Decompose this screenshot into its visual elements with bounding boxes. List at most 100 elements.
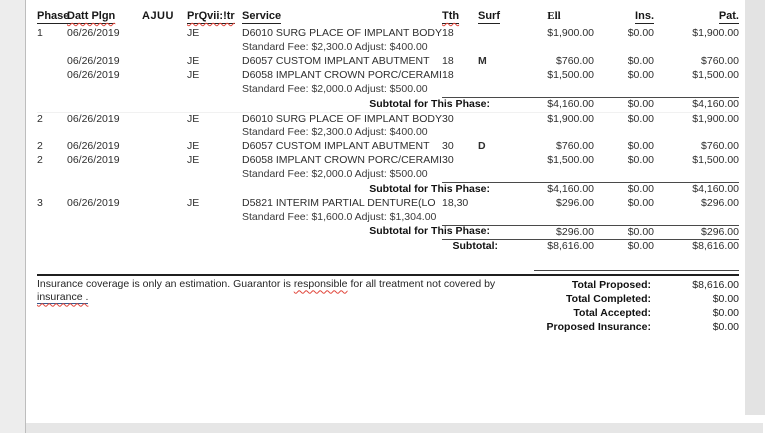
cell-phase: [37, 69, 67, 83]
cell-surface: M: [478, 55, 487, 67]
cell-insurance: $0.00: [627, 55, 654, 67]
phase-subtotal-fee: $4,160.00: [514, 97, 594, 112]
col-header-date-plan-label: Datt Plgn: [67, 10, 116, 24]
cell-provider: JE: [187, 112, 200, 125]
phase-subtotal-label: Subtotal for This Phase:: [369, 225, 490, 237]
cell-phase: 1: [37, 27, 43, 39]
cell-phase: 2: [37, 112, 43, 125]
grand-subtotal-row: Subtotal: $8,616.00 $0.00 $8,616.00: [37, 239, 739, 254]
cell-service: D5821 INTERIM PARTIAL DENTURE(LO: [242, 196, 436, 209]
phase-subtotal-row: Subtotal for This Phase: $4,160.00 $0.00…: [37, 182, 739, 197]
cell-service: D6057 CUSTOM IMPLANT ABUTMENT: [242, 55, 430, 67]
phase-subtotal-label: Subtotal for This Phase:: [369, 182, 490, 195]
cell-standard-fee-note: Standard Fee: $2,300.0 Adjust: $400.00: [242, 126, 428, 138]
grand-subtotal-fee: $8,616.00: [514, 239, 594, 254]
totals-separator-line: [534, 269, 739, 271]
table-row: 2 06/26/2019 JE D6057 CUSTOM IMPLANT ABU…: [37, 140, 739, 154]
cell-empty: [478, 97, 514, 112]
cell-provider: JE: [187, 154, 200, 166]
cell-fee: $1,900.00: [547, 27, 594, 39]
cell-insurance: $0.00: [627, 154, 654, 166]
header-annotation-ajuu-label: AJUU: [142, 10, 174, 22]
cell-surface: [478, 197, 514, 211]
cell-insurance: $0.00: [627, 196, 654, 209]
left-page-gutter: [0, 0, 26, 433]
total-completed-value: $0.00: [712, 292, 739, 305]
phase-subtotal-patient: $4,160.00: [654, 97, 739, 112]
phase-subtotal-insurance: $0.00: [594, 224, 654, 239]
phase-subtotal-patient: $296.00: [654, 224, 739, 239]
col-header-insurance: Ins.: [594, 10, 654, 27]
col-header-tooth: Tth: [442, 10, 478, 27]
cell-surface: [478, 69, 514, 83]
cell-surface: [478, 112, 514, 126]
phase-subtotal-fee: $4,160.00: [514, 182, 594, 197]
table-note-row: Standard Fee: $2,300.0 Adjust: $400.00: [37, 41, 739, 55]
table-header-row: Phase Datt Plgn AJUU PrQvii:!tr Service …: [37, 10, 739, 27]
cell-phase: 3: [37, 196, 43, 209]
cell-empty: [37, 211, 242, 225]
cell-patient: $1,900.00: [692, 27, 739, 39]
cell-empty: [37, 126, 242, 140]
treatment-plan-page: Phase Datt Plgn AJUU PrQvii:!tr Service …: [27, 0, 745, 423]
proposed-insurance-value: $0.00: [712, 320, 739, 333]
cell-provider: JE: [187, 196, 200, 209]
cell-insurance: $0.00: [627, 112, 654, 125]
grand-subtotal-patient: $8,616.00: [654, 239, 739, 254]
col-header-patient: Pat.: [654, 10, 739, 27]
disclaimer-insurance-word: insurance .: [37, 290, 89, 304]
table-row: 3 06/26/2019 JE D5821 INTERIM PARTIAL DE…: [37, 197, 739, 211]
total-proposed-row: Total Proposed: $8,616.00: [529, 278, 739, 292]
cell-ajuu-empty: [142, 27, 187, 41]
phase-subtotal-row: Subtotal for This Phase: $4,160.00 $0.00…: [37, 97, 739, 112]
phase-subtotal-insurance: $0.00: [594, 182, 654, 197]
disclaimer-misspelled-word: responsible: [293, 277, 348, 290]
cell-patient: $760.00: [701, 140, 739, 152]
cell-date: 06/26/2019: [67, 140, 120, 152]
cell-standard-fee-note: Standard Fee: $2,300.0 Adjust: $400.00: [242, 41, 428, 53]
phase-subtotal-label-cell: Subtotal for This Phase:: [37, 225, 490, 239]
total-accepted-label: Total Accepted:: [573, 306, 651, 319]
col-header-provider: PrQvii:!tr: [187, 10, 242, 27]
cell-tooth: 30: [442, 112, 454, 125]
cell-fee: $760.00: [556, 55, 594, 67]
table-row: 2 06/26/2019 JE D6058 IMPLANT CROWN PORC…: [37, 154, 739, 168]
cell-fee: $760.00: [556, 140, 594, 152]
cell-ajuu-empty: [142, 112, 187, 126]
disclaimer-text: for all treatment not covered by: [350, 277, 496, 290]
col-header-phase: Phase: [37, 10, 70, 27]
total-completed-label: Total Completed:: [566, 292, 651, 305]
cell-provider: JE: [187, 140, 200, 152]
cell-empty: [478, 239, 514, 254]
phase-subtotal-label-cell: Subtotal for This Phase:: [37, 98, 490, 112]
cell-empty: [442, 224, 478, 239]
total-accepted-row: Total Accepted: $0.00: [529, 306, 739, 320]
grand-subtotal-label-cell: Subtotal:: [37, 240, 499, 254]
spacer-row: [37, 111, 739, 113]
cell-ajuu-empty: [142, 69, 187, 83]
cell-service: D6058 IMPLANT CROWN PORC/CERAMI: [242, 154, 442, 166]
cell-empty: [478, 182, 514, 197]
cell-service: D6010 SURG PLACE OF IMPLANT BODY: [242, 27, 442, 39]
cell-ajuu-empty: [142, 197, 187, 211]
footer-separator-line: [37, 273, 739, 276]
cell-ajuu-empty: [142, 55, 187, 69]
total-proposed-value: $8,616.00: [692, 278, 739, 291]
cell-date: 06/26/2019: [67, 27, 120, 39]
cell-tooth: 30: [442, 140, 454, 152]
cell-date: 06/26/2019: [67, 69, 120, 81]
proposed-insurance-row: Proposed Insurance: $0.00: [529, 320, 739, 334]
cell-insurance: $0.00: [627, 69, 654, 81]
cell-standard-fee-note: Standard Fee: $2,000.0 Adjust: $500.00: [242, 168, 428, 180]
table-row: 06/26/2019 JE D6057 CUSTOM IMPLANT ABUTM…: [37, 55, 739, 69]
report-footer: Insurance coverage is only an estimation…: [37, 269, 739, 334]
cell-fee: $1,900.00: [547, 112, 594, 125]
cell-standard-fee-note: Standard Fee: $1,600.0 Adjust: $1,304.00: [242, 210, 437, 223]
phase-subtotal-insurance: $0.00: [594, 97, 654, 112]
col-header-provider-label: PrQvii:!tr: [187, 10, 235, 24]
total-proposed-label: Total Proposed:: [571, 278, 651, 291]
cell-provider: JE: [187, 55, 200, 67]
phase-subtotal-label-cell: Subtotal for This Phase:: [37, 183, 490, 197]
phase-subtotal-patient: $4,160.00: [654, 182, 739, 197]
cell-tooth: 18,30: [442, 196, 469, 209]
